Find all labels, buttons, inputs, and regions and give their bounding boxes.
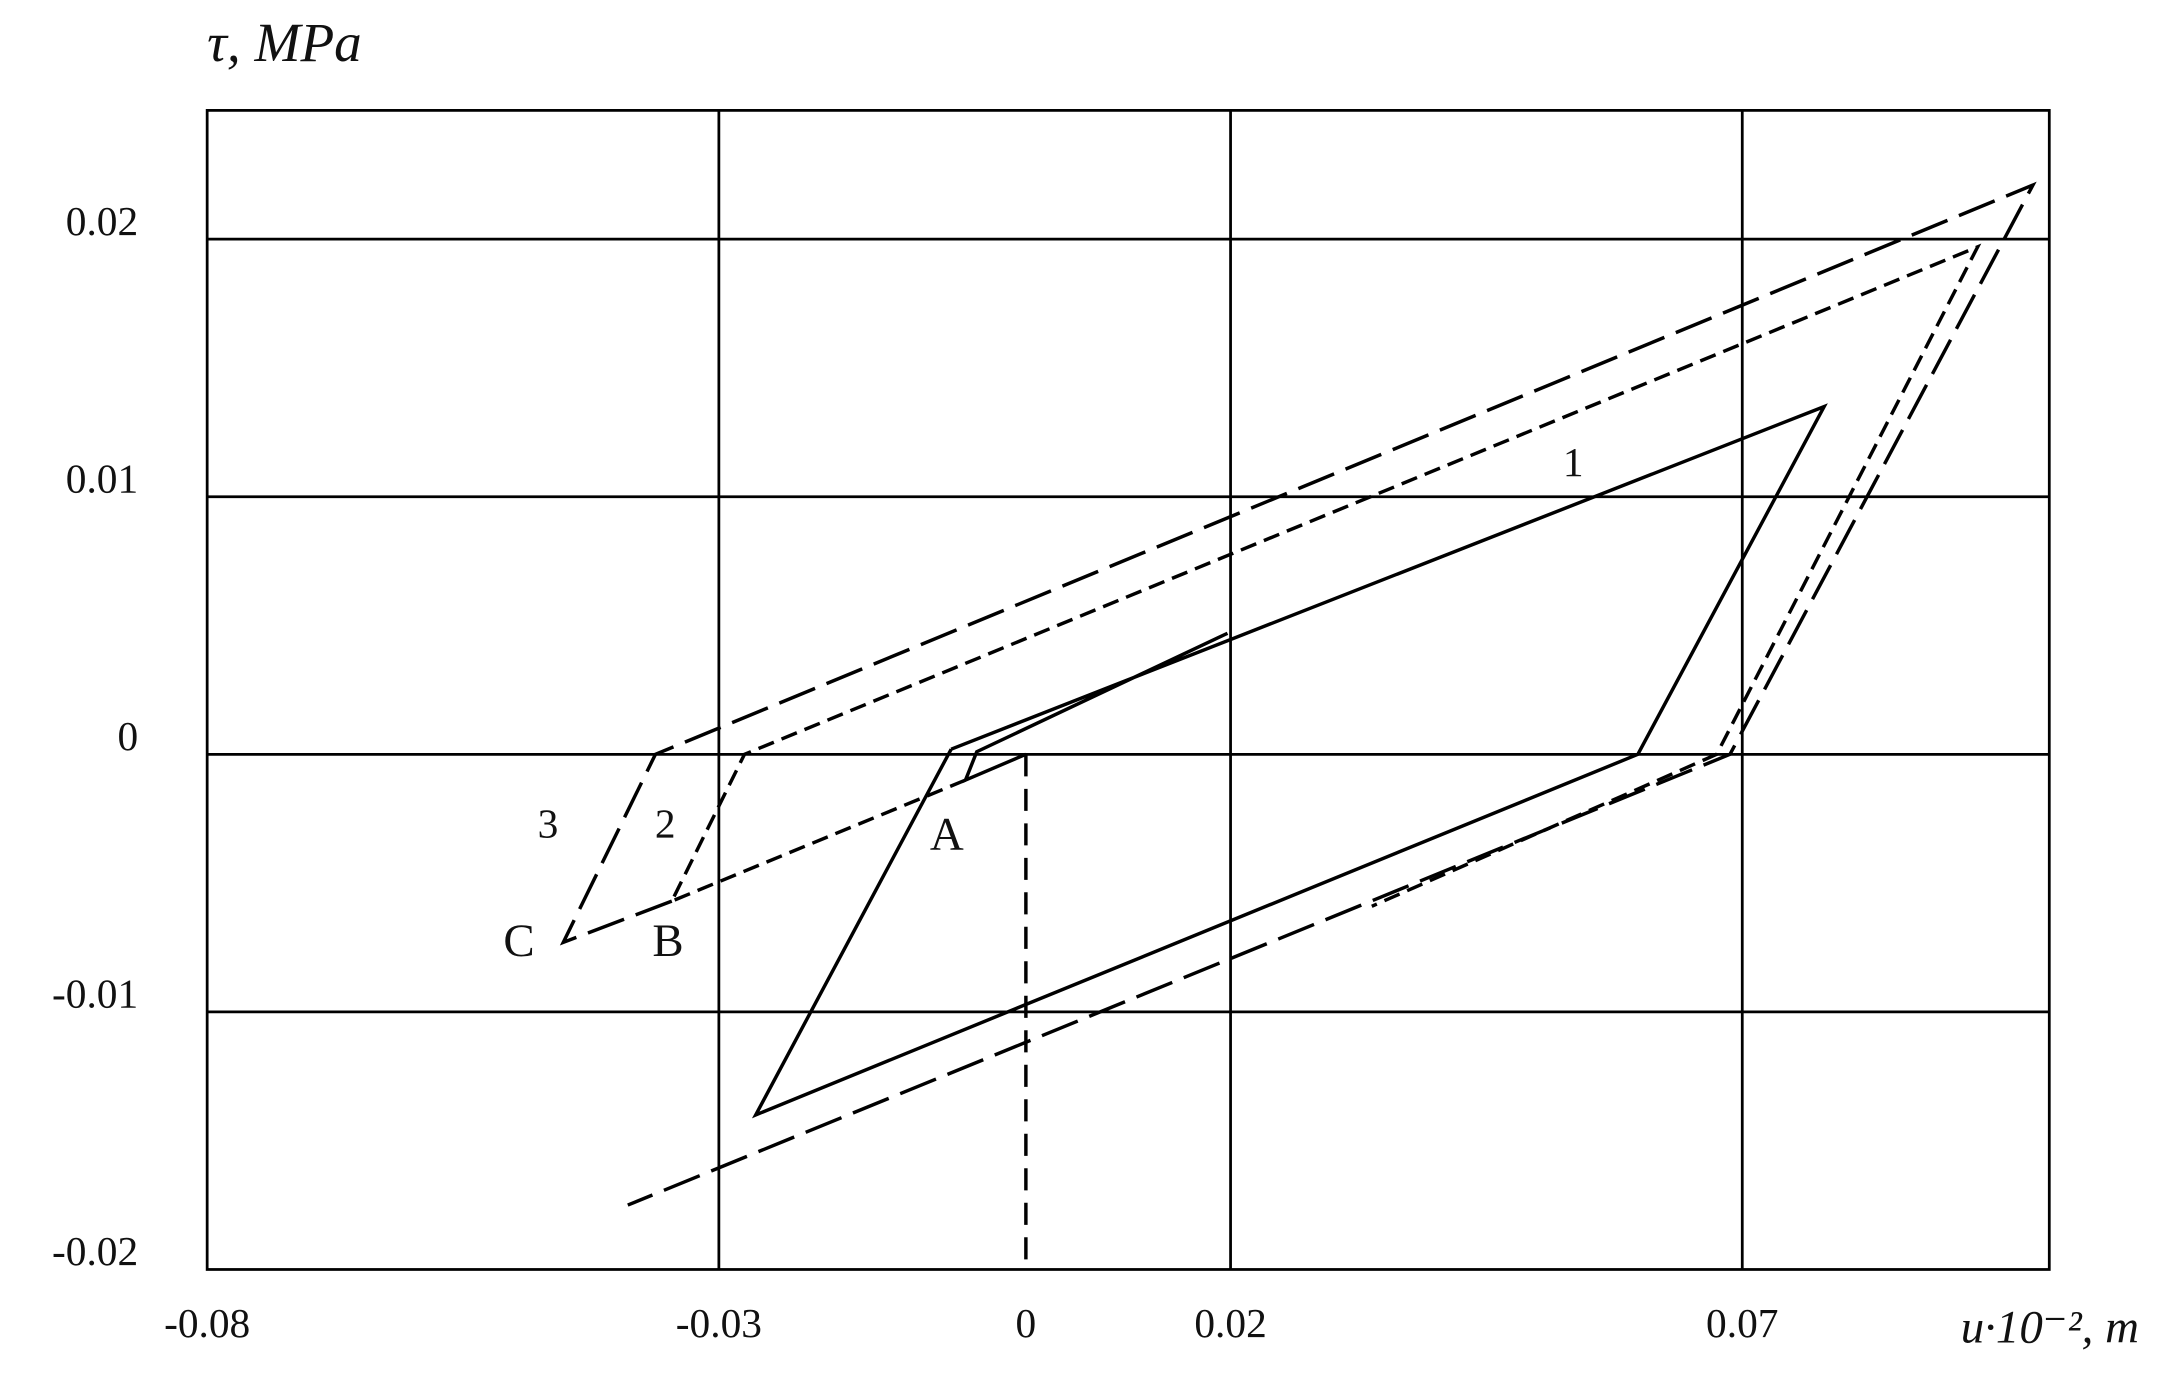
- x-tick-label: -0.08: [164, 1300, 250, 1346]
- plot-frame: [205, 109, 2051, 1271]
- x-tick-label: -0.03: [676, 1300, 762, 1346]
- point-label: C: [503, 915, 534, 967]
- point-label: A: [930, 809, 964, 861]
- y-tick-label: 0.01: [66, 455, 138, 501]
- y-tick-label: -0.01: [52, 971, 138, 1017]
- curve: [668, 243, 1982, 908]
- curve-label: 1: [1563, 439, 1584, 485]
- x-tick-label: 0: [1016, 1300, 1037, 1346]
- x-axis-label: u·10⁻², m: [1961, 1301, 2139, 1353]
- x-tick-label: 0.02: [1194, 1300, 1266, 1346]
- y-tick-label: -0.02: [52, 1228, 138, 1274]
- curve-label: 3: [538, 800, 559, 846]
- y-tick-label: 0: [117, 713, 138, 759]
- curve: [751, 403, 1828, 1119]
- x-tick-label: 0.07: [1706, 1300, 1778, 1346]
- curve: [559, 181, 2037, 1207]
- y-tick-label: 0.02: [66, 198, 138, 244]
- curve-label: 2: [655, 800, 676, 846]
- y-axis-label: τ, MPa: [207, 12, 362, 73]
- point-label: B: [652, 915, 683, 967]
